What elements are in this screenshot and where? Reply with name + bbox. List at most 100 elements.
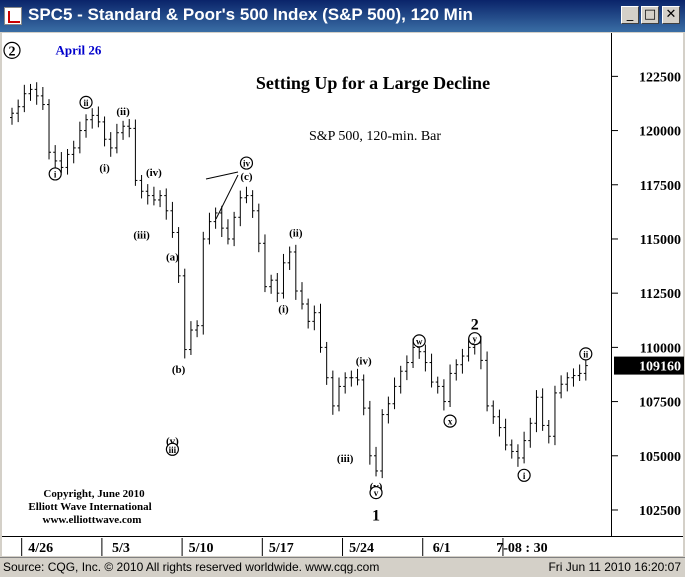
price-bar — [40, 86, 45, 110]
price-bar — [386, 396, 391, 424]
price-bar — [299, 282, 304, 310]
price-bar — [540, 388, 545, 431]
price-bar — [250, 190, 255, 218]
price-bar — [522, 431, 527, 464]
price-bar — [16, 99, 21, 123]
price-bar — [90, 108, 95, 129]
price-bar — [441, 379, 446, 411]
x-tick: 5/17 — [261, 538, 294, 556]
price-bar — [361, 374, 366, 416]
price-bar — [312, 305, 317, 331]
price-bar — [534, 390, 539, 433]
svg-text:(iii): (iii) — [133, 230, 150, 242]
price-bar — [287, 246, 292, 270]
x-tick: 5/3 — [101, 538, 130, 556]
price-bar — [565, 372, 570, 392]
svg-text:(iv): (iv) — [146, 167, 162, 179]
price-bar — [182, 268, 187, 359]
svg-text:5/3: 5/3 — [112, 541, 130, 556]
price-bar — [102, 116, 107, 147]
price-bar — [380, 409, 385, 479]
price-bar — [546, 420, 551, 444]
price-bar — [392, 377, 397, 410]
svg-text:ii: ii — [583, 349, 589, 359]
price-bar — [552, 385, 557, 446]
svg-text:April 26: April 26 — [56, 42, 102, 57]
copyright-line-2: Elliott Wave International — [28, 501, 151, 513]
maximize-button[interactable]: □ — [641, 6, 659, 24]
price-bar — [318, 303, 323, 353]
title-bar[interactable]: SPC5 - Standard & Poor's 500 Index (S&P … — [0, 0, 685, 32]
svg-text:110000: 110000 — [640, 341, 681, 356]
price-bar — [355, 368, 360, 386]
price-bar — [454, 359, 459, 381]
status-timestamp: Fri Jun 11 2010 16:20:07 — [548, 560, 681, 574]
price-bar — [108, 132, 113, 157]
price-bar — [503, 418, 508, 451]
price-bar — [423, 344, 428, 372]
price-bar — [244, 186, 249, 204]
price-bar — [151, 186, 156, 206]
chart-app-icon[interactable] — [4, 7, 22, 25]
wave-label: (iv) — [146, 167, 162, 179]
price-bar — [374, 446, 379, 477]
wave-label: iii — [165, 442, 180, 456]
price-bar — [367, 400, 372, 465]
svg-text:115000: 115000 — [640, 233, 681, 248]
y-tick: 122500 — [612, 70, 681, 85]
minimize-button[interactable]: _ — [621, 6, 639, 24]
close-button[interactable]: ✕ — [662, 6, 680, 24]
x-tick: 5/10 — [181, 538, 214, 556]
x-tick: 5/24 — [342, 538, 374, 556]
y-tick: 120000 — [612, 125, 681, 140]
wave-label: (iv) — [356, 355, 372, 367]
svg-text:y: y — [473, 334, 478, 344]
price-bar — [262, 234, 267, 293]
x-tick: 7-08 : 30 — [496, 538, 548, 556]
price-bar — [10, 107, 14, 125]
price-bar — [306, 298, 311, 329]
svg-text:4/26: 4/26 — [28, 541, 53, 556]
price-bar — [398, 365, 403, 394]
svg-text:(iv): (iv) — [356, 355, 372, 367]
svg-text:2: 2 — [9, 44, 16, 59]
price-bar — [133, 119, 138, 186]
price-chart: Setting Up for a Large Decline S&P 500, … — [3, 41, 593, 526]
price-bar — [515, 444, 520, 467]
price-bar — [577, 364, 582, 381]
y-tick: 107500 — [612, 396, 681, 411]
wave-label: (ii) — [289, 227, 303, 239]
wave-label: ii — [79, 95, 93, 109]
price-bar — [139, 175, 144, 199]
y-tick: 105000 — [612, 450, 681, 465]
price-bar — [491, 400, 496, 424]
time-axis[interactable]: 4/26 5/3 5/10 5/17 5/24 6/1 7-08 : 30 — [2, 536, 683, 556]
price-bar — [435, 376, 440, 394]
svg-text:(i): (i) — [278, 303, 289, 315]
y-tick: 102500 — [612, 504, 681, 519]
y-tick: 110000 — [612, 341, 681, 356]
svg-text:105000: 105000 — [639, 450, 681, 465]
price-bar — [337, 377, 342, 412]
plot-area: Setting Up for a Large Decline S&P 500, … — [2, 33, 611, 536]
wave-label: 2 — [471, 317, 479, 334]
wave-label: v — [369, 486, 383, 500]
window-title: SPC5 - Standard & Poor's 500 Index (S&P … — [28, 5, 473, 24]
price-scale[interactable]: 122500 120000 117500 115000 112500 110000 1075… — [611, 33, 684, 536]
price-bar — [207, 212, 212, 245]
wave-label: iv — [239, 156, 254, 170]
wave-label: w — [412, 334, 426, 348]
wave-label: 2 — [3, 41, 21, 59]
price-bar — [176, 227, 181, 283]
price-bar — [571, 368, 576, 387]
price-bar — [485, 351, 490, 412]
price-bar — [509, 439, 514, 459]
price-bar — [232, 211, 237, 247]
svg-text:(i): (i) — [99, 162, 110, 174]
wave-label: i — [48, 167, 62, 181]
svg-text:102500: 102500 — [639, 504, 681, 519]
price-bar — [269, 274, 274, 294]
svg-text:ii: ii — [84, 98, 90, 108]
price-bar — [28, 83, 33, 101]
